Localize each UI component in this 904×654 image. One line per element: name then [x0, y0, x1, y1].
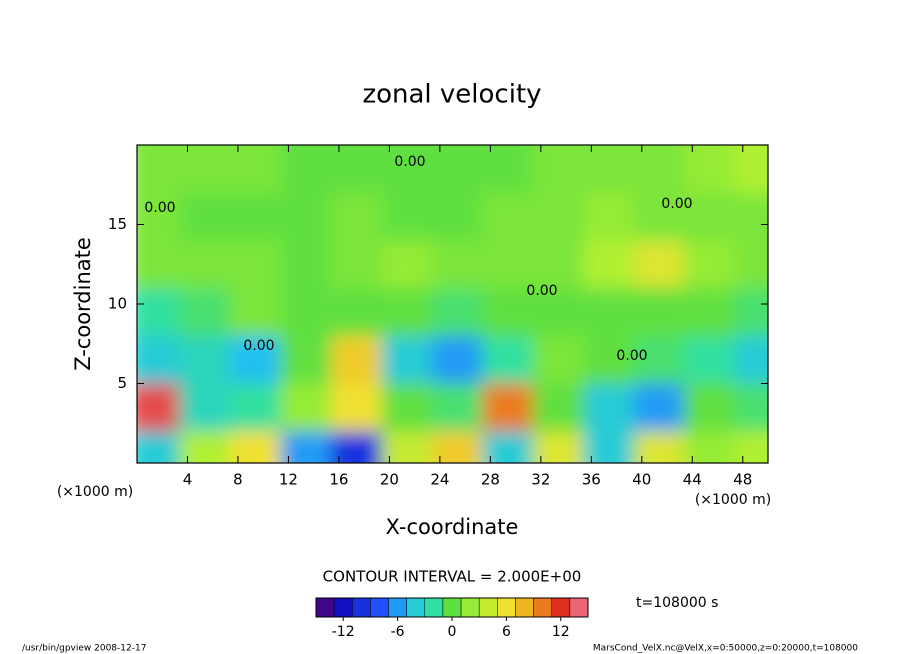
colorbar-segment	[388, 597, 407, 618]
chart-title: zonal velocity	[362, 80, 541, 110]
colorbar-tick-label: 0	[448, 624, 457, 640]
x-axis-label: X-coordinate	[386, 515, 519, 539]
field-cells	[137, 145, 768, 463]
x-tick-label: 32	[531, 471, 550, 489]
x-unit-label: (×1000 m)	[57, 484, 133, 500]
colorbar-tick-label: -12	[332, 624, 355, 640]
colorbar-segment	[424, 597, 444, 618]
time-label: t=108000 s	[636, 595, 718, 611]
colorbar-segment	[352, 597, 371, 618]
y-tick-label: 15	[108, 215, 127, 233]
colorbar-segment	[406, 597, 426, 618]
y-tick-label: 10	[108, 295, 127, 313]
x-tick-label: 40	[632, 471, 651, 489]
x-tick-label: 44	[683, 471, 702, 489]
contour-label: 0.00	[144, 200, 175, 216]
footer-right: MarsCond_VelX.nc@VelX,x=0:50000,z=0:2000…	[593, 644, 858, 654]
colorbar-segment	[497, 597, 516, 618]
colorbar-tick-label: 12	[552, 624, 570, 640]
x-tick-label: 12	[279, 471, 298, 489]
contour-label: 0.00	[616, 348, 647, 364]
contour-interval: CONTOUR INTERVAL = 2.000E+00	[323, 568, 582, 586]
x-tick-label: 8	[233, 471, 243, 489]
colorbar-segment	[442, 597, 462, 618]
contour-label: 0.00	[526, 283, 557, 299]
x-unit-label: (×1000 m)	[695, 492, 771, 508]
colorbar-segment	[515, 597, 534, 618]
contour-label: 0.00	[243, 338, 274, 354]
colorbar-tick-label: 6	[502, 624, 511, 640]
x-tick-label: 24	[430, 471, 449, 489]
contour-label: 0.00	[661, 196, 692, 212]
x-tick-label: 28	[481, 471, 500, 489]
field	[137, 145, 768, 463]
y-axis-label: Z-coordinate	[71, 237, 95, 371]
colorbar-segment	[569, 597, 589, 618]
contour-label: 0.00	[394, 154, 425, 170]
colorbar-segment	[460, 597, 480, 618]
colorbar-tick-label: -6	[391, 624, 405, 640]
field-cell	[734, 145, 768, 193]
footer-left: /usr/bin/gpview 2008-12-17	[22, 644, 146, 654]
x-tick-label: 20	[380, 471, 399, 489]
colorbar-segment	[370, 597, 389, 618]
x-tick-label: 16	[329, 471, 348, 489]
x-tick-label: 48	[733, 471, 752, 489]
colorbar-segment	[551, 597, 571, 618]
colorbar-segment	[533, 597, 552, 618]
colorbar-segment	[478, 597, 498, 618]
colorbar-segment	[333, 597, 353, 618]
colorbar-segment	[315, 597, 335, 618]
y-tick-label: 5	[117, 374, 127, 392]
x-tick-label: 36	[582, 471, 601, 489]
x-tick-label: 4	[183, 471, 193, 489]
